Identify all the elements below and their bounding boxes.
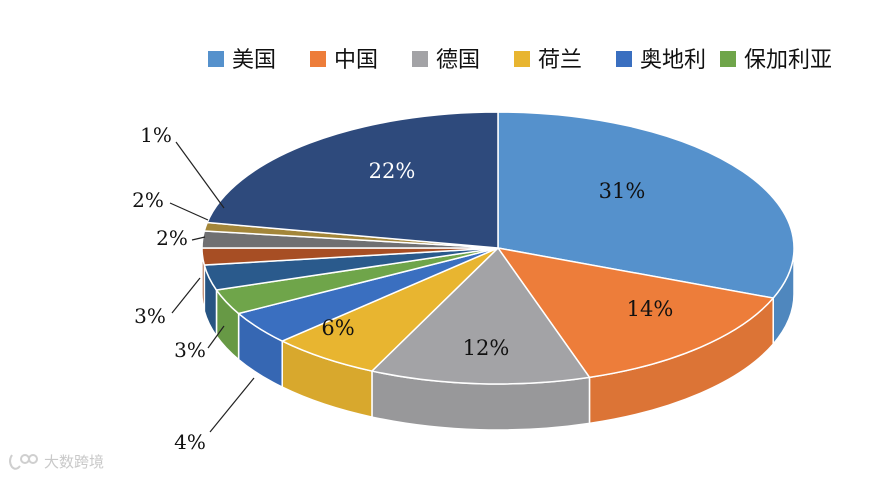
leader-line-6 bbox=[171, 277, 201, 314]
data-label-5: 3% bbox=[174, 338, 206, 362]
pie-top-slices bbox=[201, 111, 795, 385]
leader-line-4 bbox=[209, 377, 255, 433]
data-label-8: 2% bbox=[132, 188, 164, 212]
legend: 美国 中国 德国 荷兰 奥地利 保加利亚 bbox=[208, 48, 832, 73]
data-label-10: 22% bbox=[369, 159, 416, 183]
legend-swatch-2 bbox=[412, 51, 428, 67]
data-label-2: 12% bbox=[463, 336, 510, 360]
leader-line-8 bbox=[169, 202, 209, 221]
pie-slice-2-12pct bbox=[370, 246, 591, 385]
legend-swatch-0 bbox=[208, 51, 224, 67]
data-label-0: 31% bbox=[599, 179, 646, 203]
data-label-4: 4% bbox=[174, 430, 206, 454]
leader-line-9 bbox=[175, 141, 225, 209]
legend-swatch-5 bbox=[720, 51, 736, 67]
leader-line-5 bbox=[207, 325, 225, 349]
legend-label-2: 德国 bbox=[436, 48, 480, 73]
data-label-7: 2% bbox=[156, 226, 188, 250]
data-label-1: 14% bbox=[627, 297, 674, 321]
leader-line-7 bbox=[191, 236, 206, 241]
legend-label-0: 美国 bbox=[232, 48, 276, 73]
legend-label-4: 奥地利 bbox=[640, 48, 706, 73]
legend-label-5: 保加利亚 bbox=[744, 48, 832, 73]
data-label-3: 6% bbox=[321, 316, 354, 340]
watermark-logo-icon bbox=[9, 454, 38, 470]
legend-label-3: 荷兰 bbox=[538, 48, 582, 73]
pie-slice-10-22pct bbox=[206, 111, 499, 249]
legend-swatch-4 bbox=[616, 51, 632, 67]
legend-swatch-3 bbox=[514, 51, 530, 67]
data-label-6: 3% bbox=[134, 304, 166, 328]
watermark-text: 大数跨境 bbox=[44, 453, 104, 471]
legend-swatch-1 bbox=[310, 51, 326, 67]
data-label-9: 1% bbox=[140, 123, 172, 147]
pie-slice-0-31pct bbox=[497, 111, 795, 299]
watermark: 大数跨境 bbox=[9, 453, 104, 471]
legend-label-1: 中国 bbox=[334, 48, 378, 73]
data-labels: 31% 14% 12% 6% 4% 3% 3% 2% 2% 1% 22% bbox=[132, 123, 673, 454]
